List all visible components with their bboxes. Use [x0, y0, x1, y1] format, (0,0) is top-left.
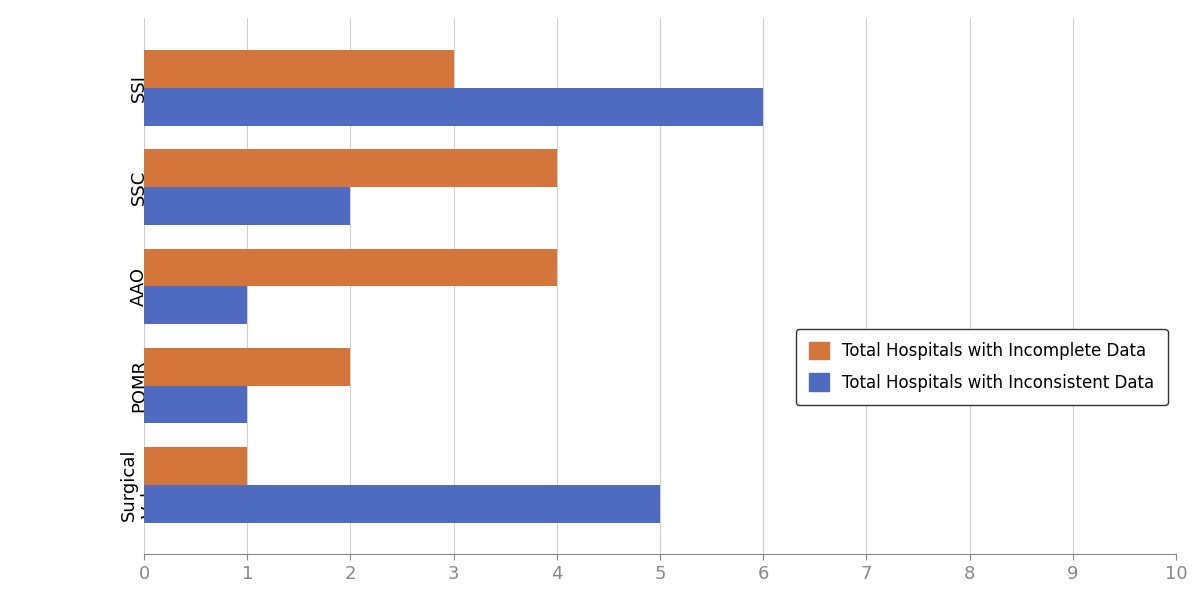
Bar — [144, 348, 350, 386]
Bar — [144, 286, 247, 324]
Bar — [144, 187, 350, 225]
Bar — [144, 249, 557, 286]
Bar — [144, 485, 660, 522]
Bar — [144, 447, 247, 485]
Bar — [144, 386, 247, 423]
Legend: Total Hospitals with Incomplete Data, Total Hospitals with Inconsistent Data: Total Hospitals with Incomplete Data, To… — [796, 329, 1168, 405]
Bar — [144, 88, 763, 126]
Bar — [144, 150, 557, 187]
Bar — [144, 51, 454, 88]
